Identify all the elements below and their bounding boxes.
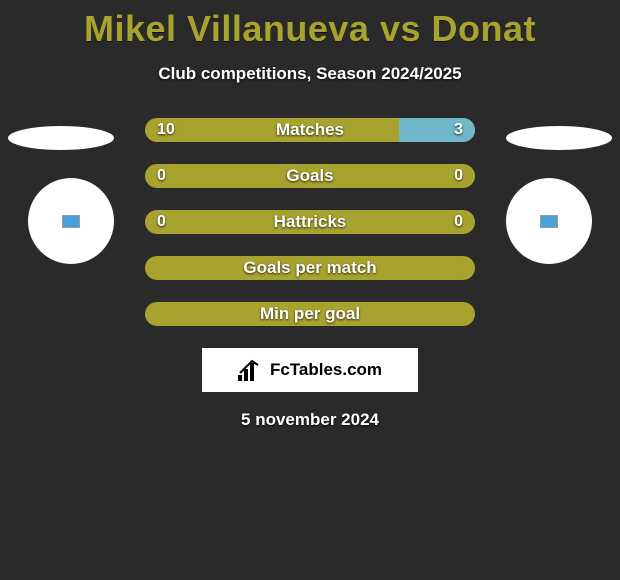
watermark-text: FcTables.com [270, 360, 382, 380]
fctables-logo-icon [238, 359, 264, 381]
bar-value-left: 0 [157, 213, 166, 231]
bar-label: Goals [286, 166, 333, 186]
bar-value-right: 0 [454, 213, 463, 231]
date-label: 5 november 2024 [0, 410, 620, 430]
bar-value-left: 0 [157, 167, 166, 185]
bar-matches: 10 Matches 3 [145, 118, 475, 142]
bar-hattricks: 0 Hattricks 0 [145, 210, 475, 234]
bar-value-left: 10 [157, 121, 175, 139]
player-left-badge [28, 178, 114, 264]
flag-icon [540, 215, 558, 228]
watermark: FcTables.com [202, 348, 418, 392]
bar-goals-per-match: Goals per match [145, 256, 475, 280]
bar-label: Hattricks [274, 212, 347, 232]
bar-right-fill [399, 118, 475, 142]
subtitle: Club competitions, Season 2024/2025 [0, 64, 620, 84]
bar-min-per-goal: Min per goal [145, 302, 475, 326]
bar-label: Goals per match [243, 258, 376, 278]
bar-value-right: 3 [454, 121, 463, 139]
comparison-bars: 10 Matches 3 0 Goals 0 0 Hattricks 0 Goa… [145, 118, 475, 326]
bar-goals: 0 Goals 0 [145, 164, 475, 188]
flag-icon [62, 215, 80, 228]
bar-label: Min per goal [260, 304, 360, 324]
player-right-ellipse [506, 126, 612, 150]
player-right-badge [506, 178, 592, 264]
bar-label: Matches [276, 120, 344, 140]
player-left-ellipse [8, 126, 114, 150]
bar-value-right: 0 [454, 167, 463, 185]
page-title: Mikel Villanueva vs Donat [0, 0, 620, 50]
